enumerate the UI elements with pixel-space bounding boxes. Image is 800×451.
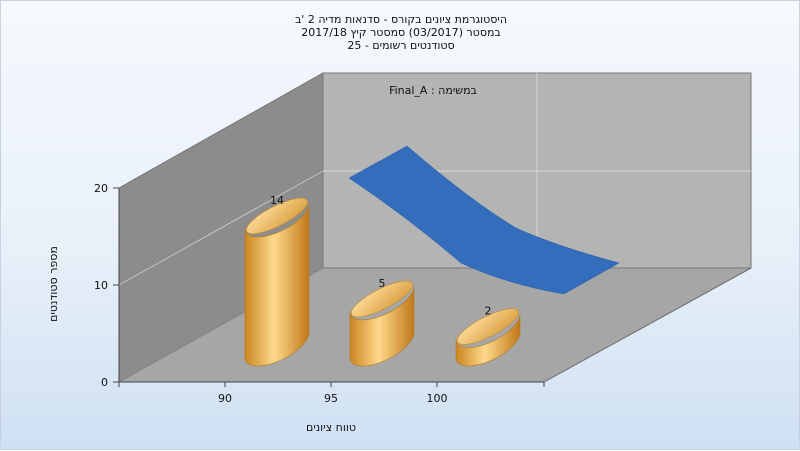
- series-label: במשימה : Final_A: [389, 84, 477, 97]
- bar-value-label: 2: [485, 305, 492, 318]
- x-axis-ticks: 90 95 100: [118, 382, 545, 405]
- grid-line-side-10: [118, 170, 324, 286]
- x-tick-label: 95: [324, 392, 338, 405]
- bar-value-label: 14: [270, 194, 284, 207]
- bar-top: [351, 280, 413, 318]
- y-tick-label: 10: [94, 279, 108, 292]
- bar: 5: [349, 277, 415, 367]
- bar-top: [246, 197, 308, 235]
- bar-body: [349, 286, 415, 367]
- floor-front-edge: [543, 267, 752, 383]
- bar-body: [455, 314, 521, 367]
- bar: 2: [455, 305, 521, 367]
- y-axis-ticks: 0 10 20: [94, 182, 119, 389]
- bar: 14: [244, 194, 310, 367]
- y-tick-label: 20: [94, 182, 108, 195]
- y-tick-label: 0: [101, 376, 108, 389]
- chart-title-line-3: סטודנטים רשומים - 25: [347, 39, 455, 52]
- x-tick-label: 100: [427, 392, 448, 405]
- bars-group: 14 5 2: [244, 194, 521, 367]
- series-ribbon: [348, 145, 620, 295]
- x-axis-title: טווח ציונים: [306, 421, 356, 434]
- y-axis-title: מספר סטודנטים: [47, 246, 60, 322]
- bar-top: [457, 308, 519, 345]
- bar-value-label: 5: [379, 277, 386, 290]
- chart-title-line-1: היסטוגרמת ציונים בקורס - סדנאות מדיה 2 '…: [294, 13, 508, 26]
- chart-title-line-2: במסטר (03/2017) סמסטר קיץ 2017/18: [301, 26, 501, 39]
- x-tick-label: 90: [218, 392, 232, 405]
- bar-body: [244, 203, 310, 367]
